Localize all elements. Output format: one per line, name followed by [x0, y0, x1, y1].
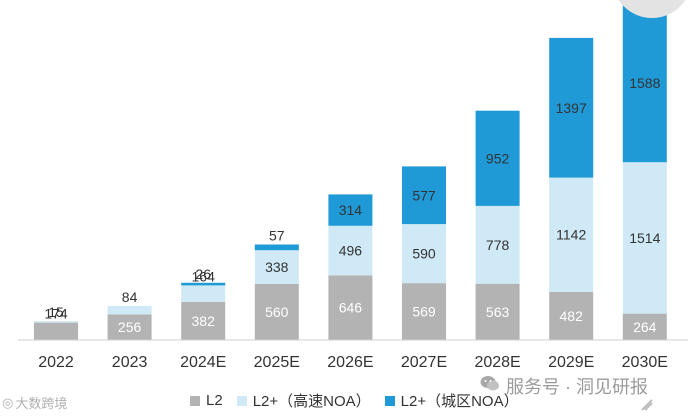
- data-label-l2-highway-noa-2029e: 1142: [556, 227, 586, 243]
- bar-l2-urban-noa-2029e: [549, 37, 594, 178]
- x-tick-2029e: 2029E: [548, 354, 594, 371]
- data-label-l2-urban-noa-2028e: 952: [486, 150, 510, 166]
- bar-l2-2028e: [475, 283, 520, 340]
- data-label-l2-highway-noa-2022: 15: [48, 304, 64, 320]
- bars-layer: [34, 3, 667, 340]
- bar-l2-urban-noa-2025e: [254, 244, 299, 251]
- x-tick-2027e: 2027E: [401, 354, 447, 371]
- bar-l2-2027e: [402, 283, 446, 340]
- watermark-right-text: 服务号 · 洞见研报: [506, 377, 648, 397]
- bar-l2-2024e: [181, 301, 226, 340]
- x-tick-2026e: 2026E: [327, 354, 373, 371]
- data-label-l2-2023: 256: [118, 319, 142, 335]
- bar-l2-highway-noa-2024e: [181, 285, 226, 302]
- data-label-l2-2030e: 264: [633, 319, 657, 335]
- x-tick-labels: 2022 2023 2024E 2025E 2026E 2027E 2028E 2029E 20…: [38, 354, 668, 371]
- bar-l2-2026e: [328, 275, 373, 340]
- data-label-l2-urban-noa-2025e: 57: [269, 228, 285, 244]
- data-label-l2-2029e: 482: [560, 308, 584, 324]
- bar-l2-highway-noa-2029e: [549, 177, 594, 292]
- watermark-left-icon: ◎: [2, 394, 14, 410]
- data-label-l2-highway-noa-2027e: 590: [412, 246, 436, 262]
- watermark-left: ◎ 大数跨境: [2, 393, 67, 412]
- x-tick-2028e: 2028E: [474, 354, 520, 371]
- data-label-l2-2026e: 646: [339, 300, 363, 316]
- legend-label-l2: L2: [206, 392, 223, 409]
- data-label-l2-urban-noa-2030e: 1588: [629, 75, 660, 91]
- bar-l2-highway-noa-2027e: [402, 224, 446, 284]
- data-label-l2-2022: 174: [44, 306, 68, 322]
- bar-l2-2029e: [549, 291, 594, 340]
- watermark-left-text: 大数跨境: [15, 396, 68, 411]
- legend-label-l2-urban-noa: L2+（城区NOA）: [400, 393, 519, 410]
- bar-l2-2023: [107, 314, 152, 340]
- bar-l2-2030e: [622, 313, 667, 340]
- bar-l2-urban-noa-2028e: [475, 110, 520, 206]
- legend-swatch-l2: [190, 395, 200, 406]
- data-label-l2-urban-noa-2026e: 314: [339, 202, 363, 218]
- legend-swatch-l2-highway-noa: [236, 395, 247, 406]
- bar-l2-highway-noa-2026e: [328, 225, 373, 276]
- bar-l2-highway-noa-2022: [34, 321, 78, 323]
- bar-l2-2025e: [254, 284, 299, 340]
- bar-l2-highway-noa-2023: [107, 306, 152, 315]
- data-label-l2-highway-noa-2023: 84: [122, 289, 138, 305]
- bar-l2-urban-noa-2024e: [181, 282, 226, 286]
- bar-l2-2022: [34, 322, 78, 340]
- x-tick-2023: 2023: [112, 354, 148, 371]
- bar-l2-highway-noa-2028e: [475, 205, 520, 284]
- legend-label-l2-highway-noa: L2+（高速NOA）: [252, 393, 371, 410]
- x-tick-2025e: 2025E: [254, 354, 300, 371]
- bar-l2-urban-noa-2030e: [622, 3, 667, 163]
- legend-item-l2-highway-noa: L2+（高速NOA）: [236, 390, 371, 411]
- bar-l2-highway-noa-2025e: [254, 250, 299, 284]
- x-tick-2030e: 2030E: [622, 354, 668, 371]
- wechat-icon: [480, 375, 500, 397]
- data-label-l2-highway-noa-2028e: 778: [486, 237, 510, 253]
- data-label-l2-highway-noa-2024e: 164: [192, 268, 216, 284]
- legend-item-l2: L2: [190, 392, 223, 409]
- data-label-l2-highway-noa-2026e: 496: [339, 243, 363, 259]
- x-tick-2024e: 2024E: [180, 354, 226, 371]
- data-label-l2-urban-noa-2024e: 26: [195, 266, 211, 282]
- bar-l2-urban-noa-2027e: [402, 166, 446, 225]
- data-label-l2-urban-noa-2029e: 1397: [556, 100, 587, 116]
- data-label-l2-highway-noa-2030e: 1514: [629, 230, 660, 246]
- data-label-l2-highway-noa-2025e: 338: [265, 259, 289, 275]
- data-label-l2-2024e: 382: [192, 313, 216, 329]
- data-label-l2-2025e: 560: [265, 304, 289, 320]
- watermark-right: 服务号 · 洞见研报: [480, 373, 648, 399]
- data-label-l2-2028e: 563: [486, 304, 510, 320]
- data-label-l2-2027e: 569: [412, 304, 436, 320]
- legend: L2 L2+（高速NOA） L2+（城区NOA）: [190, 390, 519, 411]
- data-label-l2-urban-noa-2027e: 577: [412, 187, 436, 203]
- legend-swatch-l2-urban-noa: [384, 395, 395, 406]
- bar-l2-highway-noa-2030e: [622, 162, 667, 314]
- x-tick-2022: 2022: [38, 354, 74, 371]
- bar-l2-urban-noa-2026e: [328, 194, 373, 226]
- legend-item-l2-urban-noa: L2+（城区NOA）: [384, 390, 519, 411]
- watermark-corner-icon: [640, 398, 654, 412]
